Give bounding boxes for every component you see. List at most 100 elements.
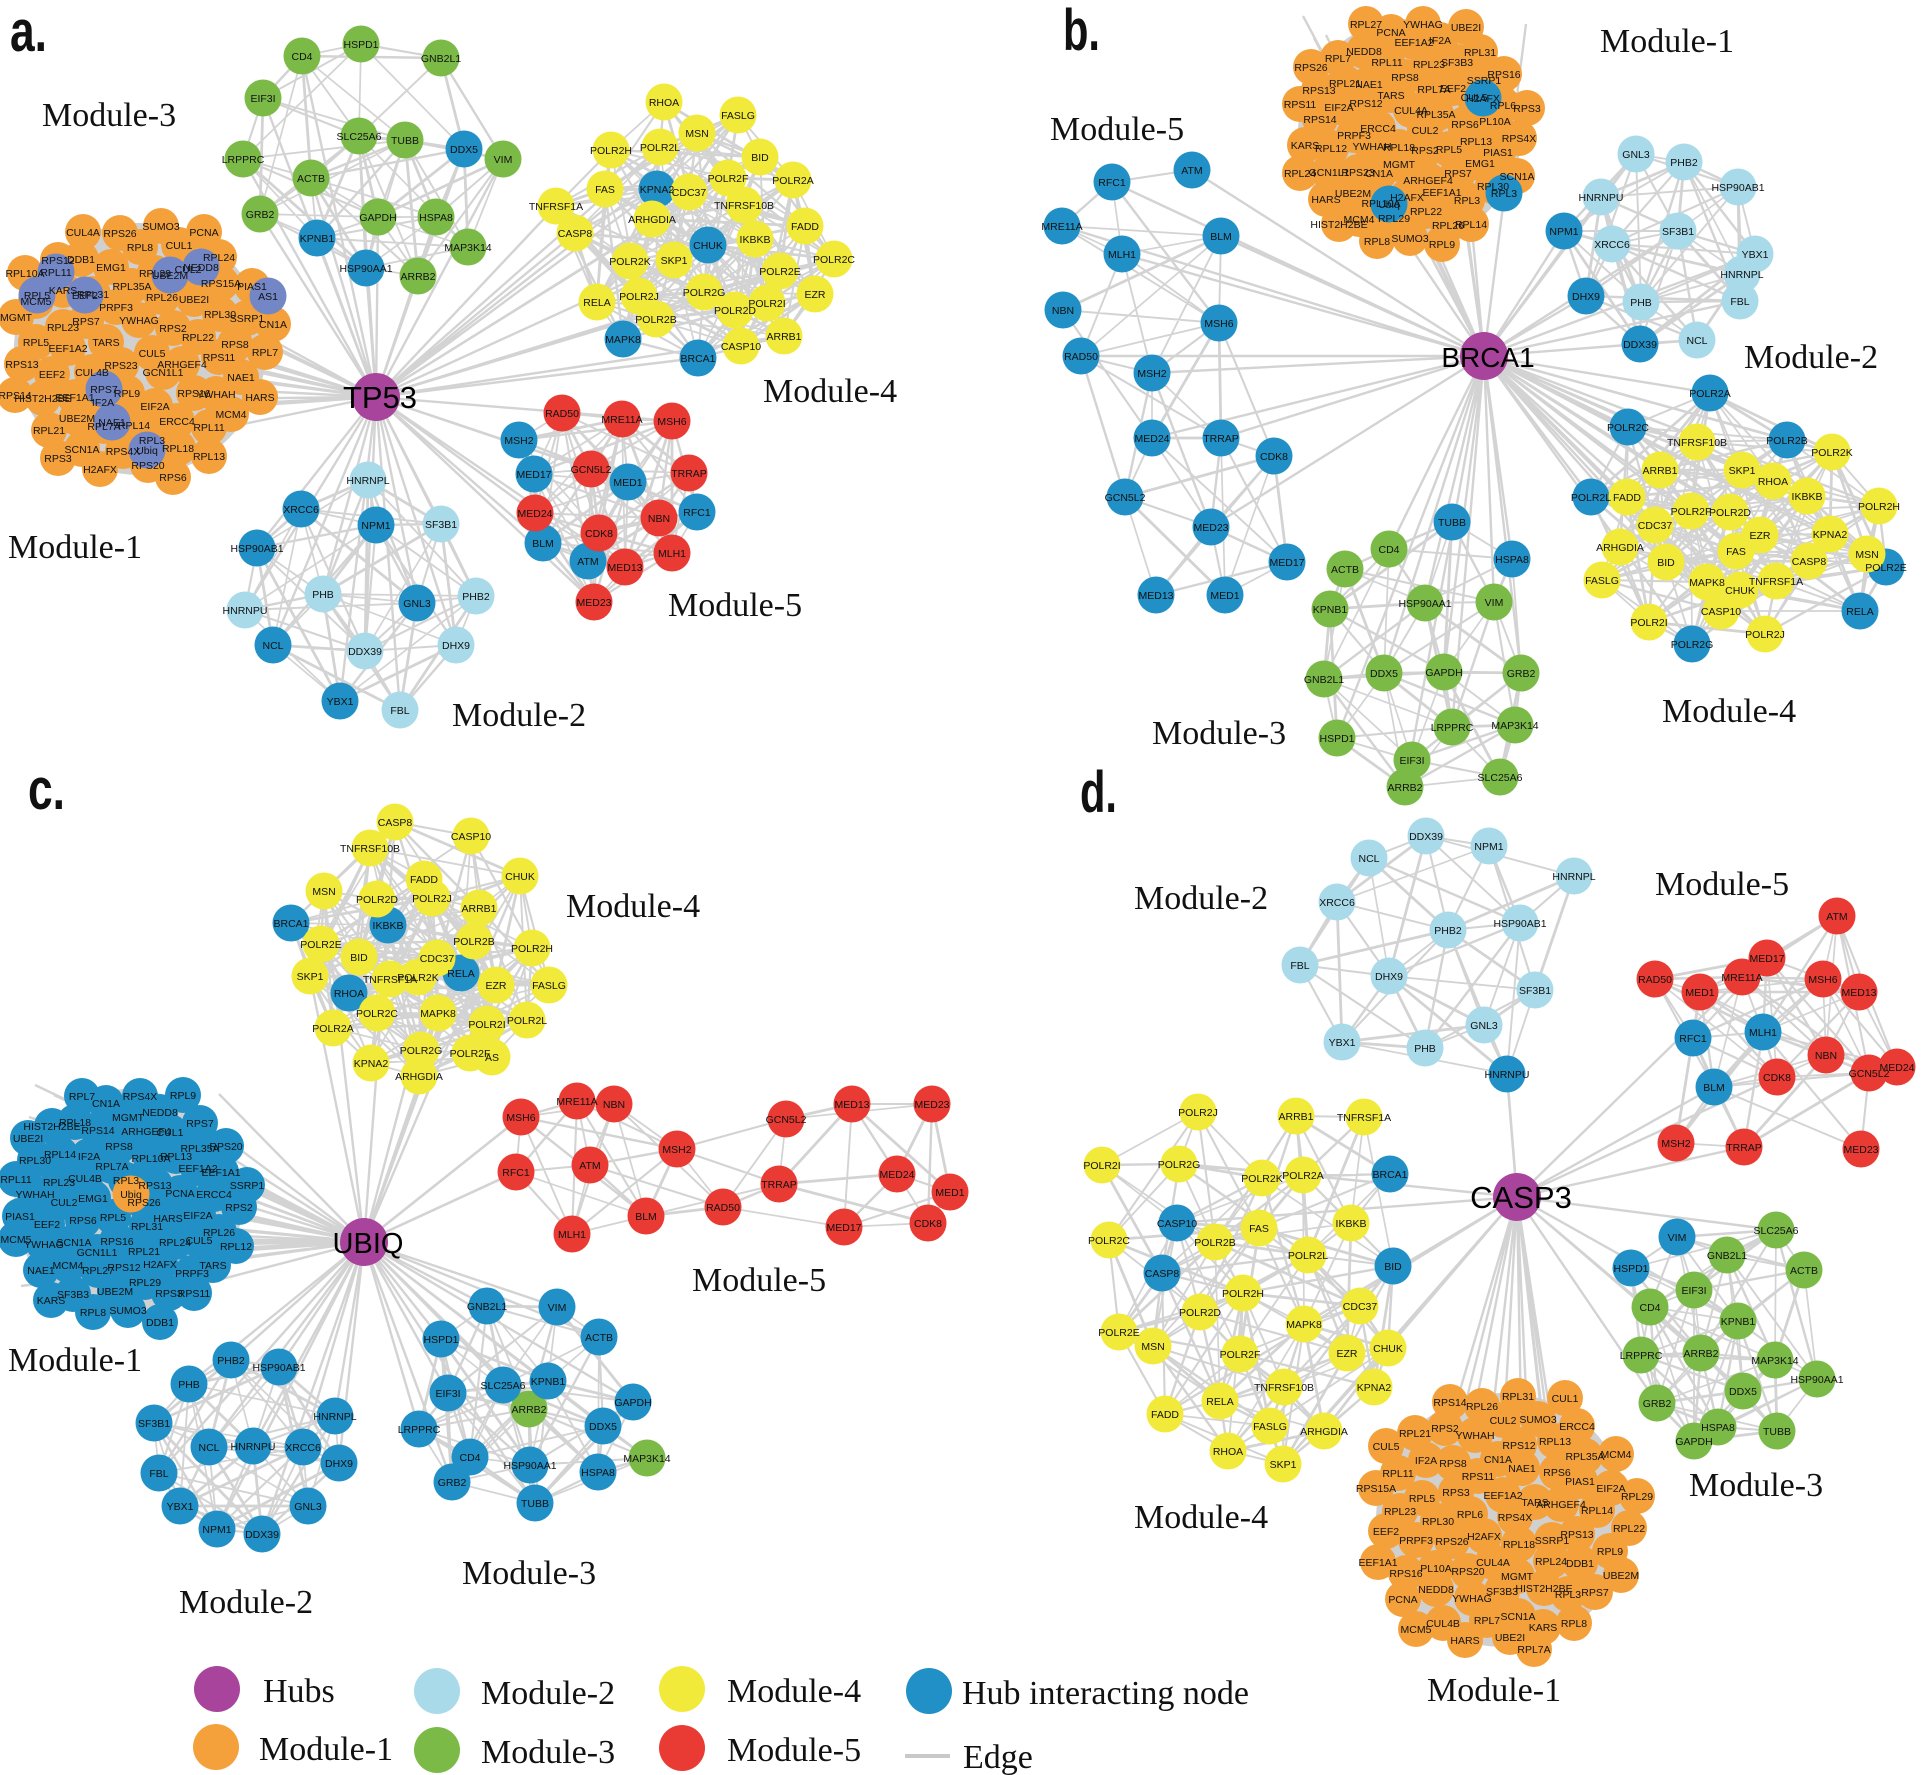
svg-text:DDB1: DDB1 [146, 1317, 174, 1329]
svg-text:RPS12: RPS12 [107, 1262, 140, 1274]
svg-text:DDB1: DDB1 [67, 254, 95, 266]
svg-text:HARS: HARS [153, 1213, 182, 1225]
svg-text:RPL23: RPL23 [43, 1177, 75, 1189]
svg-text:CDC37: CDC37 [672, 187, 707, 199]
svg-text:BID: BID [751, 152, 769, 164]
svg-text:TNFRSF1A: TNFRSF1A [363, 974, 417, 986]
svg-text:YBX1: YBX1 [1742, 249, 1769, 261]
svg-text:LRPPRC: LRPPRC [222, 154, 265, 166]
svg-text:CUL1: CUL1 [157, 1127, 184, 1139]
svg-text:CHUK: CHUK [693, 240, 723, 252]
svg-text:RPS4X: RPS4X [1502, 133, 1536, 145]
svg-text:PRPF3: PRPF3 [99, 302, 133, 314]
svg-text:NPM1: NPM1 [202, 1524, 231, 1536]
svg-text:RPS6: RPS6 [159, 472, 187, 484]
svg-text:RPL12: RPL12 [220, 1241, 252, 1253]
svg-text:SSRP1: SSRP1 [1535, 1535, 1570, 1547]
svg-text:TNFRSF10B: TNFRSF10B [714, 200, 774, 212]
svg-text:MED23: MED23 [576, 597, 611, 609]
svg-text:RPL7A: RPL7A [95, 1161, 128, 1173]
svg-text:POLR2G: POLR2G [683, 287, 726, 299]
svg-text:ARHGDIA: ARHGDIA [1300, 1426, 1348, 1438]
svg-text:NEDD8: NEDD8 [1346, 46, 1382, 58]
svg-text:RPS14: RPS14 [0, 390, 32, 402]
svg-text:RPS20: RPS20 [209, 1141, 242, 1153]
svg-text:H2AFX: H2AFX [1390, 192, 1424, 204]
svg-text:EZR: EZR [1337, 1348, 1358, 1360]
svg-text:POLR2F: POLR2F [450, 1048, 491, 1060]
svg-text:MAP3K14: MAP3K14 [1751, 1355, 1798, 1367]
svg-text:HSPA8: HSPA8 [581, 1467, 615, 1479]
svg-text:YWHAG: YWHAG [119, 315, 159, 327]
svg-text:Module-3: Module-3 [1689, 1467, 1823, 1504]
svg-text:CD4: CD4 [1639, 1302, 1660, 1314]
svg-text:EEF2: EEF2 [1440, 83, 1466, 95]
svg-text:CASP8: CASP8 [1145, 1268, 1180, 1280]
svg-text:ARHGDIA: ARHGDIA [1596, 542, 1644, 554]
svg-text:RPL24: RPL24 [203, 252, 235, 264]
svg-text:POLR2H: POLR2H [590, 145, 632, 157]
svg-text:Edge: Edge [963, 1739, 1033, 1775]
svg-text:GAPDH: GAPDH [1675, 1436, 1712, 1448]
svg-text:YBX1: YBX1 [1329, 1037, 1356, 1049]
svg-text:RPL6: RPL6 [1457, 1509, 1483, 1521]
svg-text:DHX9: DHX9 [1572, 291, 1600, 303]
svg-text:KPNB1: KPNB1 [1721, 1316, 1756, 1328]
svg-text:RPL35A: RPL35A [1565, 1451, 1604, 1463]
svg-text:BRCA1: BRCA1 [273, 918, 308, 930]
svg-text:PHB2: PHB2 [462, 591, 490, 603]
svg-text:CDK8: CDK8 [1763, 1072, 1791, 1084]
svg-text:POLR2I: POLR2I [468, 1019, 505, 1031]
svg-text:TUBB: TUBB [1438, 517, 1466, 529]
svg-text:RPL10A: RPL10A [1361, 198, 1400, 210]
svg-text:HARS: HARS [245, 392, 274, 404]
svg-text:Module-5: Module-5 [727, 1732, 861, 1769]
svg-text:TARS: TARS [199, 1260, 226, 1272]
svg-text:CHUK: CHUK [1725, 585, 1755, 597]
svg-text:EEF2: EEF2 [39, 369, 65, 381]
svg-text:BID: BID [1657, 557, 1675, 569]
svg-text:Hub interacting node: Hub interacting node [962, 1675, 1249, 1712]
svg-text:HNRNPL: HNRNPL [1720, 269, 1763, 281]
svg-text:HNRNPU: HNRNPU [1579, 192, 1624, 204]
svg-text:RPS11: RPS11 [203, 352, 236, 364]
svg-text:MSH2: MSH2 [662, 1144, 691, 1156]
svg-text:RPL30: RPL30 [1477, 181, 1509, 193]
svg-text:ATM: ATM [1181, 165, 1202, 177]
svg-text:Module-1: Module-1 [8, 1342, 142, 1379]
svg-text:UBE2I: UBE2I [1451, 22, 1481, 34]
svg-text:MCM4: MCM4 [216, 409, 247, 421]
svg-text:RPS14: RPS14 [1433, 1397, 1466, 1409]
svg-text:RPL13: RPL13 [160, 1151, 192, 1163]
svg-text:ARRB2: ARRB2 [400, 271, 435, 283]
svg-text:POLR2E: POLR2E [300, 939, 341, 951]
svg-text:EEF1A1: EEF1A1 [1358, 1557, 1397, 1569]
svg-text:SF3B1: SF3B1 [1662, 226, 1694, 238]
svg-text:SF3B3: SF3B3 [1486, 1586, 1518, 1598]
svg-text:YWHAG: YWHAG [24, 1239, 64, 1251]
svg-text:MSH2: MSH2 [504, 435, 533, 447]
svg-text:Module-2: Module-2 [481, 1675, 615, 1712]
svg-text:Module-4: Module-4 [763, 373, 897, 410]
svg-text:RPL31: RPL31 [131, 1221, 163, 1233]
svg-text:HSPA8: HSPA8 [1495, 554, 1529, 566]
svg-text:MRE11A: MRE11A [556, 1096, 597, 1108]
svg-text:EEF1A2: EEF1A2 [1394, 37, 1433, 49]
svg-text:RPS3: RPS3 [155, 1288, 183, 1300]
svg-text:FBL: FBL [149, 1468, 168, 1480]
svg-text:RPS15A: RPS15A [1356, 1483, 1396, 1495]
svg-text:RPS2: RPS2 [159, 323, 187, 335]
svg-text:FASLG: FASLG [721, 110, 755, 122]
svg-text:SUMO3: SUMO3 [1391, 233, 1429, 245]
svg-text:POLR2D: POLR2D [1709, 507, 1751, 519]
svg-text:SKP1: SKP1 [297, 971, 324, 983]
svg-text:RPS8: RPS8 [1439, 1458, 1467, 1470]
svg-text:PHB: PHB [178, 1379, 200, 1391]
svg-text:SKP1: SKP1 [661, 255, 688, 267]
svg-text:MED17: MED17 [1749, 953, 1784, 965]
svg-text:EIF2A: EIF2A [1324, 102, 1353, 114]
svg-text:FADD: FADD [1613, 492, 1641, 504]
svg-text:CD4: CD4 [291, 51, 312, 63]
svg-text:GCN5L2: GCN5L2 [571, 464, 612, 476]
svg-text:MAPK8: MAPK8 [420, 1008, 456, 1020]
